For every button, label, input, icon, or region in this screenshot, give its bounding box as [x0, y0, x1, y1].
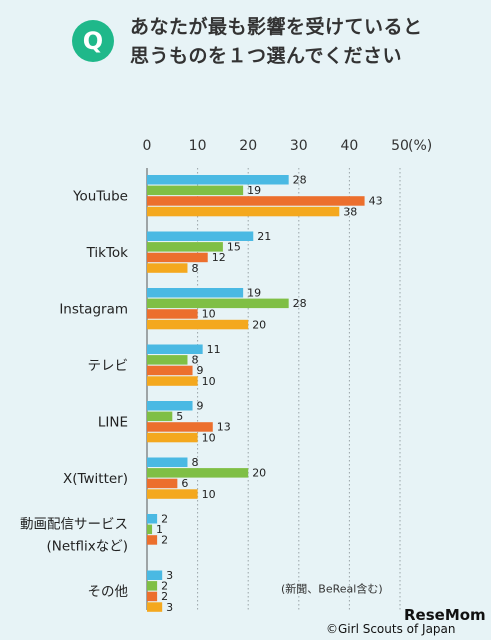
bar — [147, 196, 365, 206]
bar — [147, 514, 158, 524]
category-label: TikTok — [86, 245, 129, 261]
bar — [147, 344, 203, 354]
bar — [147, 535, 158, 545]
bar-value-label: 12 — [212, 251, 226, 264]
bar-value-label: 10 — [202, 375, 216, 388]
category-label: (Netflixなど) — [47, 539, 128, 555]
bar — [147, 242, 223, 252]
x-tick-label: 10 — [189, 138, 207, 154]
category-label: 動画配信サービス — [20, 517, 128, 533]
x-tick-label: 50 — [391, 138, 409, 154]
bar — [147, 206, 340, 217]
bar-value-label: 38 — [343, 205, 357, 218]
x-tick-label: 20 — [239, 138, 257, 154]
bar — [147, 411, 173, 422]
bar-value-label: 8 — [191, 456, 198, 469]
bar-value-label: 8 — [191, 354, 198, 367]
category-label: その他 — [88, 584, 129, 600]
bar-value-label: 15 — [227, 241, 241, 254]
bar-value-label: 19 — [247, 184, 261, 197]
category-label: LINE — [98, 415, 128, 431]
bar — [147, 422, 213, 432]
bar-value-label: 19 — [247, 287, 261, 300]
bar — [147, 252, 208, 263]
bar — [147, 365, 193, 376]
bar-value-label: 9 — [197, 400, 204, 413]
bar-value-label: 2 — [161, 513, 168, 526]
bar — [147, 581, 158, 591]
bar-value-label: 28 — [293, 297, 307, 310]
annotation-text: (新聞、BeReal含む) — [281, 582, 383, 596]
bar-value-label: 43 — [369, 195, 383, 208]
bar-value-label: 2 — [161, 534, 168, 547]
bar-value-label: 20 — [252, 318, 266, 331]
x-tick-label: 30 — [290, 138, 308, 154]
bar-value-label: 28 — [293, 174, 307, 187]
bar — [147, 478, 178, 489]
x-unit-label: (%) — [408, 138, 432, 154]
bar — [147, 263, 188, 273]
bar — [147, 376, 198, 386]
bar — [147, 457, 188, 467]
bar-value-label: 2 — [161, 590, 168, 603]
bar-value-label: 10 — [202, 308, 216, 321]
copyright-credit: ©Girl Scouts of Japan — [326, 622, 456, 636]
bar — [147, 468, 249, 478]
bar-value-label: 6 — [181, 477, 188, 490]
resemom-logo: ReseMom — [404, 606, 486, 624]
bar — [147, 570, 163, 580]
bar-value-label: 21 — [257, 230, 271, 243]
bar-value-label: 2 — [161, 580, 168, 593]
x-tick-label: 0 — [143, 138, 152, 154]
bar-value-label: 3 — [166, 569, 173, 582]
bar — [147, 591, 158, 602]
bar — [147, 298, 289, 309]
bar-value-label: 10 — [202, 431, 216, 444]
bar-value-label: 9 — [197, 364, 204, 377]
bar-value-label: 13 — [217, 421, 231, 434]
bar-value-label: 5 — [176, 410, 183, 423]
question-line-2: 思うものを１つ選んでください — [130, 45, 403, 67]
bar — [147, 489, 198, 499]
bar — [147, 524, 153, 535]
bar-value-label: 1 — [156, 523, 163, 536]
bar — [147, 231, 254, 241]
bar — [147, 185, 244, 196]
question-badge: Q — [72, 20, 114, 62]
bar-value-label: 10 — [202, 488, 216, 501]
bar — [147, 432, 198, 443]
category-label: X(Twitter) — [63, 471, 128, 487]
bar — [147, 355, 188, 365]
bar — [147, 602, 163, 612]
bar-value-label: 20 — [252, 467, 266, 480]
x-tick-label: 40 — [340, 138, 358, 154]
bar — [147, 309, 198, 319]
bar — [147, 401, 193, 411]
question-line-1: あなたが最も影響を受けていると — [130, 16, 423, 38]
question-text: あなたが最も影響を受けていると 思うものを１つ選んでください — [130, 13, 480, 71]
bar-value-label: 3 — [166, 601, 173, 614]
bar — [147, 288, 244, 298]
category-label: Instagram — [59, 302, 128, 318]
bar — [147, 175, 289, 185]
bar-value-label: 11 — [207, 343, 221, 356]
category-label: YouTube — [72, 189, 128, 205]
bar-value-label: 8 — [191, 262, 198, 275]
category-label: テレビ — [88, 358, 129, 374]
bar — [147, 319, 249, 330]
